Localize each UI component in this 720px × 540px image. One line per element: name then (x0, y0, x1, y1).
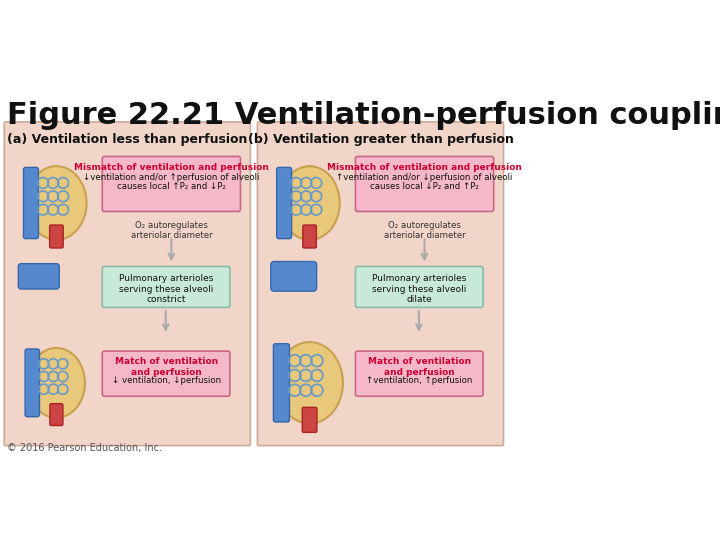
FancyBboxPatch shape (356, 266, 483, 307)
Ellipse shape (28, 348, 85, 418)
Text: (b) Ventilation greater than perfusion: (b) Ventilation greater than perfusion (248, 133, 514, 146)
Text: ↓ventilation and/or ↑perfusion of alveoli: ↓ventilation and/or ↑perfusion of alveol… (84, 173, 259, 181)
FancyBboxPatch shape (25, 349, 40, 417)
FancyBboxPatch shape (274, 343, 289, 422)
Ellipse shape (26, 166, 86, 240)
FancyBboxPatch shape (356, 157, 494, 212)
FancyBboxPatch shape (4, 122, 251, 446)
Text: Pulmonary arterioles
serving these alveoli
dilate: Pulmonary arterioles serving these alveo… (372, 274, 467, 304)
Text: Mismatch of ventilation and perfusion: Mismatch of ventilation and perfusion (327, 163, 522, 172)
Text: Match of ventilation
and perfusion: Match of ventilation and perfusion (114, 357, 217, 377)
Ellipse shape (279, 166, 340, 240)
Text: O₂ autoregulates
arteriolar diameter: O₂ autoregulates arteriolar diameter (384, 221, 465, 240)
FancyBboxPatch shape (102, 351, 230, 396)
FancyBboxPatch shape (102, 157, 240, 212)
FancyBboxPatch shape (50, 225, 63, 248)
Text: ↑ventilation and/or ↓perfusion of alveoli: ↑ventilation and/or ↓perfusion of alveol… (336, 173, 513, 181)
Text: causes local ↓P₂ and ↑P₂: causes local ↓P₂ and ↑P₂ (370, 182, 479, 191)
FancyBboxPatch shape (302, 407, 317, 433)
Text: O₂ autoregulates
arteriolar diameter: O₂ autoregulates arteriolar diameter (130, 221, 212, 240)
Text: ↓ ventilation, ↓perfusion: ↓ ventilation, ↓perfusion (112, 376, 220, 385)
Text: Figure 22.21 Ventilation-perfusion coupling.: Figure 22.21 Ventilation-perfusion coupl… (7, 101, 720, 130)
Text: Match of ventilation
and perfusion: Match of ventilation and perfusion (368, 357, 471, 377)
FancyBboxPatch shape (271, 261, 317, 291)
Ellipse shape (276, 342, 343, 423)
FancyBboxPatch shape (276, 167, 292, 239)
Text: © 2016 Pearson Education, Inc.: © 2016 Pearson Education, Inc. (7, 443, 162, 454)
FancyBboxPatch shape (258, 122, 503, 446)
FancyBboxPatch shape (24, 167, 38, 239)
FancyBboxPatch shape (50, 403, 63, 426)
FancyBboxPatch shape (102, 266, 230, 307)
Text: Pulmonary arterioles
serving these alveoli
constrict: Pulmonary arterioles serving these alveo… (119, 274, 213, 304)
Text: ↑ventilation, ↑perfusion: ↑ventilation, ↑perfusion (366, 376, 472, 385)
FancyBboxPatch shape (18, 264, 59, 289)
Text: (a) Ventilation less than perfusion: (a) Ventilation less than perfusion (6, 133, 247, 146)
FancyBboxPatch shape (356, 351, 483, 396)
Text: Mismatch of ventilation and perfusion: Mismatch of ventilation and perfusion (74, 163, 269, 172)
Text: causes local ↑P₂ and ↓P₂: causes local ↑P₂ and ↓P₂ (117, 182, 226, 191)
FancyBboxPatch shape (303, 225, 316, 248)
